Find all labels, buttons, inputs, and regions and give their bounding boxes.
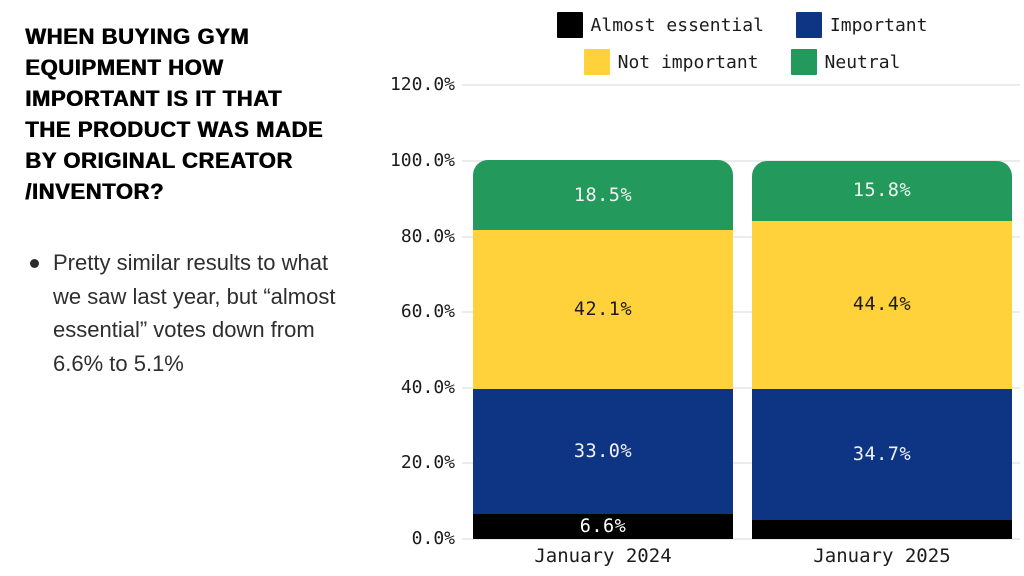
bullet-text: Pretty similar results to what we saw la… (53, 250, 336, 376)
gridline-80 (462, 235, 1020, 238)
chart-legend: Almost essential Important Not important… (460, 12, 1024, 75)
stacked-bar-january-2025: 34.7% 44.4% 15.8% (752, 161, 1012, 539)
bar-segment-not-important: 44.4% (752, 220, 1012, 389)
y-tick-label: 120.0% (389, 74, 455, 96)
bar-segment-almost-essential: 6.6% (473, 514, 733, 539)
gridline-120 (462, 84, 1020, 87)
segment-value-label: 15.8% (852, 180, 912, 202)
y-tick-label: 100.0% (389, 150, 455, 171)
legend-swatch-icon (583, 49, 610, 75)
legend-label: Almost essential (590, 14, 764, 36)
x-axis-label-january-2024: January 2024 (534, 545, 672, 567)
legend-item-not-important: Not important (583, 49, 759, 75)
y-tick-label: 20.0% (400, 452, 455, 474)
bar-segment-important: 34.7% (752, 388, 1012, 520)
legend-row: Not important Neutral (583, 49, 901, 75)
gridline-60 (462, 311, 1020, 314)
gridline-0 (462, 538, 1020, 540)
segment-value-label: 18.5% (573, 184, 633, 206)
gridline-20 (462, 462, 1020, 465)
legend-label: Neutral (824, 51, 901, 73)
y-tick-label: 60.0% (400, 301, 455, 323)
page-title: WHEN BUYING GYM EQUIPMENT HOW IMPORTANT IS… (25, 24, 323, 204)
x-axis-label-january-2025: January 2025 (813, 545, 951, 567)
legend-row: Almost essential Important (556, 12, 928, 38)
legend-item-important: Important (795, 12, 928, 38)
bar-segment-not-important: 42.1% (473, 230, 733, 390)
bullet-item: Pretty similar results to what we saw la… (28, 246, 358, 380)
bar-segment-important: 33.0% (473, 389, 733, 515)
legend-item-neutral: Neutral (790, 49, 901, 75)
legend-label: Not important (617, 51, 759, 73)
y-tick-label: 80.0% (400, 225, 455, 247)
legend-swatch-icon (790, 49, 817, 75)
y-tick-label: 0.0% (411, 528, 455, 549)
legend-swatch-icon (795, 12, 822, 38)
bar-segment-neutral: 18.5% (473, 160, 733, 231)
segment-value-label: 42.1% (573, 299, 633, 321)
segment-value-label: 6.6% (579, 516, 627, 538)
gridline-40 (462, 386, 1020, 389)
stacked-bar-january-2024: 6.6% 33.0% 42.1% 18.5% (473, 160, 733, 539)
y-tick-label: 40.0% (400, 376, 455, 398)
bar-segment-almost-essential (752, 519, 1012, 539)
segment-value-label: 34.7% (852, 443, 912, 465)
legend-label: Important (829, 14, 928, 36)
bullet-icon (30, 259, 39, 268)
legend-item-almost-essential: Almost essential (556, 12, 764, 38)
gridline-100 (462, 160, 1020, 162)
segment-value-label: 44.4% (852, 294, 912, 316)
segment-value-label: 33.0% (573, 441, 633, 463)
legend-swatch-icon (556, 12, 583, 38)
bar-segment-neutral: 15.8% (752, 161, 1012, 221)
